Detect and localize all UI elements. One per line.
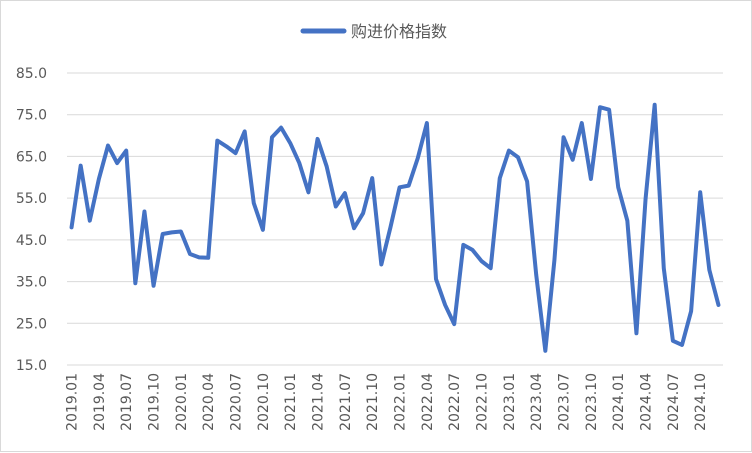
legend: 购进价格指数 [303, 22, 447, 41]
x-tick-label: 2024.10 [693, 373, 709, 431]
y-tick-label: 75.0 [16, 108, 47, 124]
x-tick-label: 2023.01 [502, 373, 518, 431]
y-tick-label: 45.0 [16, 233, 47, 249]
x-tick-label: 2023.04 [529, 373, 545, 431]
x-tick-label: 2022.04 [420, 373, 436, 431]
series-layer [71, 105, 718, 351]
x-tick-label: 2021.07 [338, 373, 354, 431]
series-line [72, 105, 719, 351]
x-tick-label: 2024.07 [666, 373, 682, 431]
x-tick-label: 2024.01 [611, 373, 627, 431]
x-tick-label: 2021.10 [365, 373, 381, 431]
x-tick-label: 2021.01 [283, 373, 299, 431]
y-tick-label: 55.0 [16, 191, 47, 207]
x-tick-label: 2022.07 [447, 373, 463, 431]
y-tick-label: 25.0 [16, 316, 47, 332]
x-tick-label: 2020.10 [256, 373, 272, 431]
y-tick-label: 35.0 [16, 275, 47, 291]
x-tick-label: 2019.01 [65, 373, 81, 431]
x-tick-label: 2019.04 [92, 373, 108, 431]
x-tick-label: 2022.01 [393, 373, 409, 431]
x-tick-label: 2023.07 [557, 373, 573, 431]
gridlines [67, 73, 723, 365]
y-tick-label: 15.0 [16, 358, 47, 374]
x-tick-label: 2021.04 [311, 373, 327, 431]
y-tick-label: 65.0 [16, 149, 47, 165]
x-axis-tick-labels: 2019.01 2019.04 2019.07 2019.10 2020.01 2020.… [65, 373, 710, 431]
x-tick-label: 2022.10 [475, 373, 491, 431]
legend-label: 购进价格指数 [351, 22, 447, 41]
x-tick-label: 2020.04 [201, 373, 217, 431]
x-tick-label: 2023.10 [584, 373, 600, 431]
x-tick-label: 2019.07 [119, 373, 135, 431]
y-tick-label: 85.0 [16, 66, 47, 82]
x-tick-label: 2020.07 [229, 373, 245, 431]
x-tick-label: 2024.04 [639, 373, 655, 431]
x-tick-label: 2020.01 [174, 373, 190, 431]
x-tick-label: 2019.10 [147, 373, 163, 431]
y-axis-tick-labels: 15.0 25.0 35.0 45.0 55.0 65.0 75.0 85.0 [16, 66, 47, 374]
